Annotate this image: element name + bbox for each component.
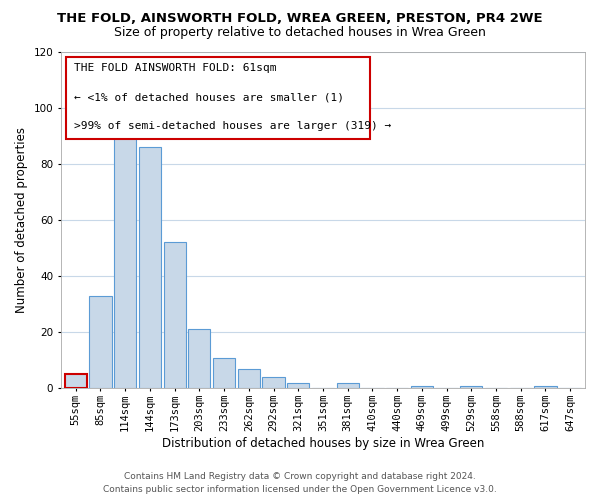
Text: >99% of semi-detached houses are larger (319) →: >99% of semi-detached houses are larger … <box>74 122 391 132</box>
Bar <box>213 358 235 388</box>
Bar <box>535 386 557 388</box>
FancyBboxPatch shape <box>66 56 370 139</box>
Text: THE FOLD, AINSWORTH FOLD, WREA GREEN, PRESTON, PR4 2WE: THE FOLD, AINSWORTH FOLD, WREA GREEN, PR… <box>57 12 543 26</box>
Bar <box>139 147 161 388</box>
Bar <box>89 296 112 388</box>
Bar <box>114 122 136 388</box>
Y-axis label: Number of detached properties: Number of detached properties <box>15 127 28 313</box>
X-axis label: Distribution of detached houses by size in Wrea Green: Distribution of detached houses by size … <box>162 437 484 450</box>
Bar <box>238 368 260 388</box>
Text: Contains HM Land Registry data © Crown copyright and database right 2024.
Contai: Contains HM Land Registry data © Crown c… <box>103 472 497 494</box>
Bar <box>262 377 284 388</box>
Bar <box>460 386 482 388</box>
Text: ← <1% of detached houses are smaller (1): ← <1% of detached houses are smaller (1) <box>74 92 344 102</box>
Text: Size of property relative to detached houses in Wrea Green: Size of property relative to detached ho… <box>114 26 486 39</box>
Bar <box>188 330 211 388</box>
Bar <box>411 386 433 388</box>
Bar <box>65 374 87 388</box>
Bar <box>337 383 359 388</box>
Bar <box>164 242 186 388</box>
Text: THE FOLD AINSWORTH FOLD: 61sqm: THE FOLD AINSWORTH FOLD: 61sqm <box>74 64 277 74</box>
Bar <box>287 383 310 388</box>
